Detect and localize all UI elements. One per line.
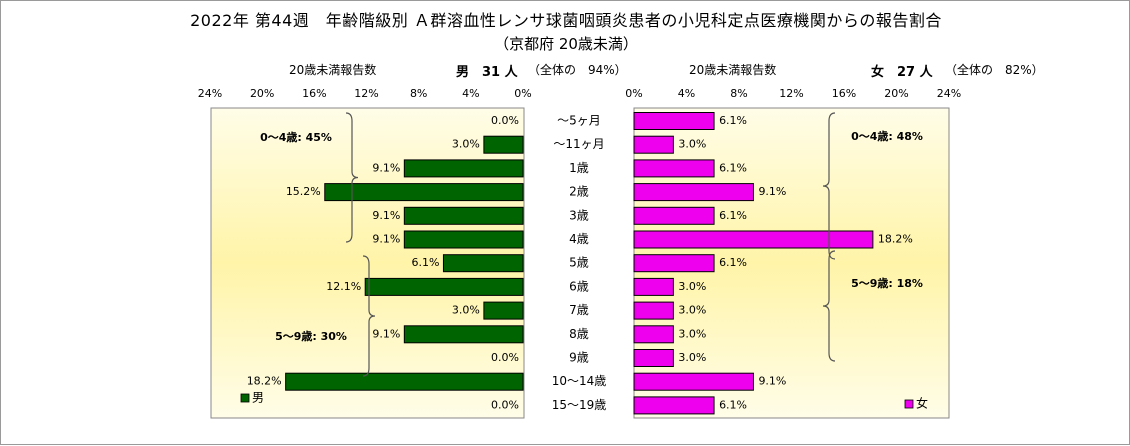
male-bar-data-label: 3.0% xyxy=(452,138,480,151)
male-axis-tick-label: 0% xyxy=(514,87,531,100)
female-bar-data-label: 18.2% xyxy=(878,233,913,246)
female-bar-data-label: 9.1% xyxy=(758,185,786,198)
male-bar xyxy=(442,254,524,273)
male-axis-tick-label: 4% xyxy=(462,87,479,100)
male-bar-data-label: 9.1% xyxy=(372,327,400,340)
male-bar xyxy=(403,206,524,225)
category-label: 7歳 xyxy=(569,303,589,317)
category-label: 4歳 xyxy=(569,232,589,246)
category-label: 5歳 xyxy=(569,256,589,270)
female-bar-data-label: 3.0% xyxy=(678,327,706,340)
male-bar-data-label: 0.0% xyxy=(491,398,519,411)
male-count: 男 31 人 xyxy=(456,61,518,80)
male-brace-5-9 xyxy=(362,255,376,377)
male-annotation-5-9: 5〜9歳: 30% xyxy=(275,329,347,343)
male-axis-tick-label: 12% xyxy=(354,87,378,100)
female-count-value: 女 27 人 xyxy=(871,65,933,80)
male-bar xyxy=(483,135,524,154)
category-label: 15〜19歳 xyxy=(552,398,607,412)
female-bar-data-label: 3.0% xyxy=(678,138,706,151)
category-label: 〜5ヶ月 xyxy=(557,114,601,128)
female-annotation-0-4: 0〜4歳: 48% xyxy=(851,129,923,143)
female-bar xyxy=(633,325,674,344)
female-bar xyxy=(633,254,715,273)
male-bar-data-label: 18.2% xyxy=(247,375,282,388)
female-brace-5-9 xyxy=(822,250,836,362)
female-axis-tick-label: 16% xyxy=(832,87,856,100)
male-bar-data-label: 6.1% xyxy=(411,256,439,269)
female-bar xyxy=(633,349,674,367)
female-annotation-5-9: 5〜9歳: 18% xyxy=(851,276,923,290)
male-bar xyxy=(285,372,524,391)
female-axis-tick-label: 4% xyxy=(678,87,695,100)
male-bar-data-label: 15.2% xyxy=(286,185,321,198)
male-axis-tick-label: 16% xyxy=(302,87,326,100)
female-axis-tick-label: 12% xyxy=(779,87,803,100)
male-bar-data-label: 9.1% xyxy=(372,161,400,174)
male-bar xyxy=(483,301,524,320)
female-legend-swatch xyxy=(904,399,914,409)
female-axis-tick-label: 0% xyxy=(625,87,642,100)
female-count: 女 27 人 xyxy=(871,61,933,80)
female-bar-data-label: 9.1% xyxy=(758,375,786,388)
male-axis-tick-label: 20% xyxy=(250,87,274,100)
male-legend-swatch xyxy=(240,393,250,403)
category-label: 3歳 xyxy=(569,208,589,222)
female-bar-data-label: 3.0% xyxy=(678,304,706,317)
male-bar xyxy=(403,230,524,249)
category-label: 1歳 xyxy=(569,161,589,175)
female-bar-data-label: 6.1% xyxy=(719,161,747,174)
male-bar-data-label: 9.1% xyxy=(372,209,400,222)
female-bar-data-label: 6.1% xyxy=(719,256,747,269)
chart-subtitle: （京都府 20歳未満） xyxy=(494,35,638,53)
female-axis-tick-label: 20% xyxy=(884,87,908,100)
category-label: 〜11ヶ月 xyxy=(553,137,604,151)
female-bar-data-label: 3.0% xyxy=(678,280,706,293)
male-brace-0-4 xyxy=(345,112,359,243)
male-bar xyxy=(403,159,524,178)
male-legend-label: 男 xyxy=(252,391,264,405)
female-bar xyxy=(633,112,715,130)
male-bar-data-label: 12.1% xyxy=(326,280,361,293)
male-annotation-0-4: 0〜4歳: 45% xyxy=(260,130,332,144)
category-label: 8歳 xyxy=(569,327,589,341)
category-label: 2歳 xyxy=(569,185,589,199)
female-legend-label: 女 xyxy=(916,396,928,411)
female-bar-data-label: 6.1% xyxy=(719,209,747,222)
female-bar xyxy=(633,372,754,391)
female-bar xyxy=(633,159,715,178)
female-bar-data-label: 6.1% xyxy=(719,398,747,411)
female-bar xyxy=(633,135,674,154)
male-bar xyxy=(324,183,524,202)
male-bar xyxy=(364,277,524,296)
female-bar xyxy=(633,277,674,296)
male-bar-data-label: 9.1% xyxy=(372,233,400,246)
female-axis-tick-label: 24% xyxy=(937,87,961,100)
male-axis-tick-label: 24% xyxy=(198,87,222,100)
female-bar xyxy=(633,206,715,225)
chart-title: 2022年 第44週 年齢階級別 Ａ群溶血性レンサ球菌咽頭炎患者の小児科定点医療… xyxy=(190,11,942,30)
male-bar-data-label: 0.0% xyxy=(491,114,519,127)
female-bar-data-label: 6.1% xyxy=(719,114,747,127)
female-count-label: 20歳未満報告数 xyxy=(689,63,777,77)
male-bar-data-label: 3.0% xyxy=(452,304,480,317)
female-bar xyxy=(633,183,754,202)
male-bar xyxy=(403,325,524,344)
female-bar xyxy=(633,301,674,320)
male-bar-data-label: 0.0% xyxy=(491,351,519,364)
category-label: 6歳 xyxy=(569,279,589,293)
female-bar xyxy=(633,230,874,249)
male-count-value: 男 31 人 xyxy=(456,65,518,80)
category-label: 9歳 xyxy=(569,351,589,365)
category-label: 10〜14歳 xyxy=(552,374,607,388)
female-bar xyxy=(633,396,715,415)
male-share: （全体の 94%） xyxy=(528,63,627,77)
female-axis-tick-label: 8% xyxy=(730,87,747,100)
male-count-label: 20歳未満報告数 xyxy=(289,63,377,77)
female-bar-data-label: 3.0% xyxy=(678,351,706,364)
female-share: （全体の 82%） xyxy=(945,63,1044,77)
male-axis-tick-label: 8% xyxy=(410,87,427,100)
